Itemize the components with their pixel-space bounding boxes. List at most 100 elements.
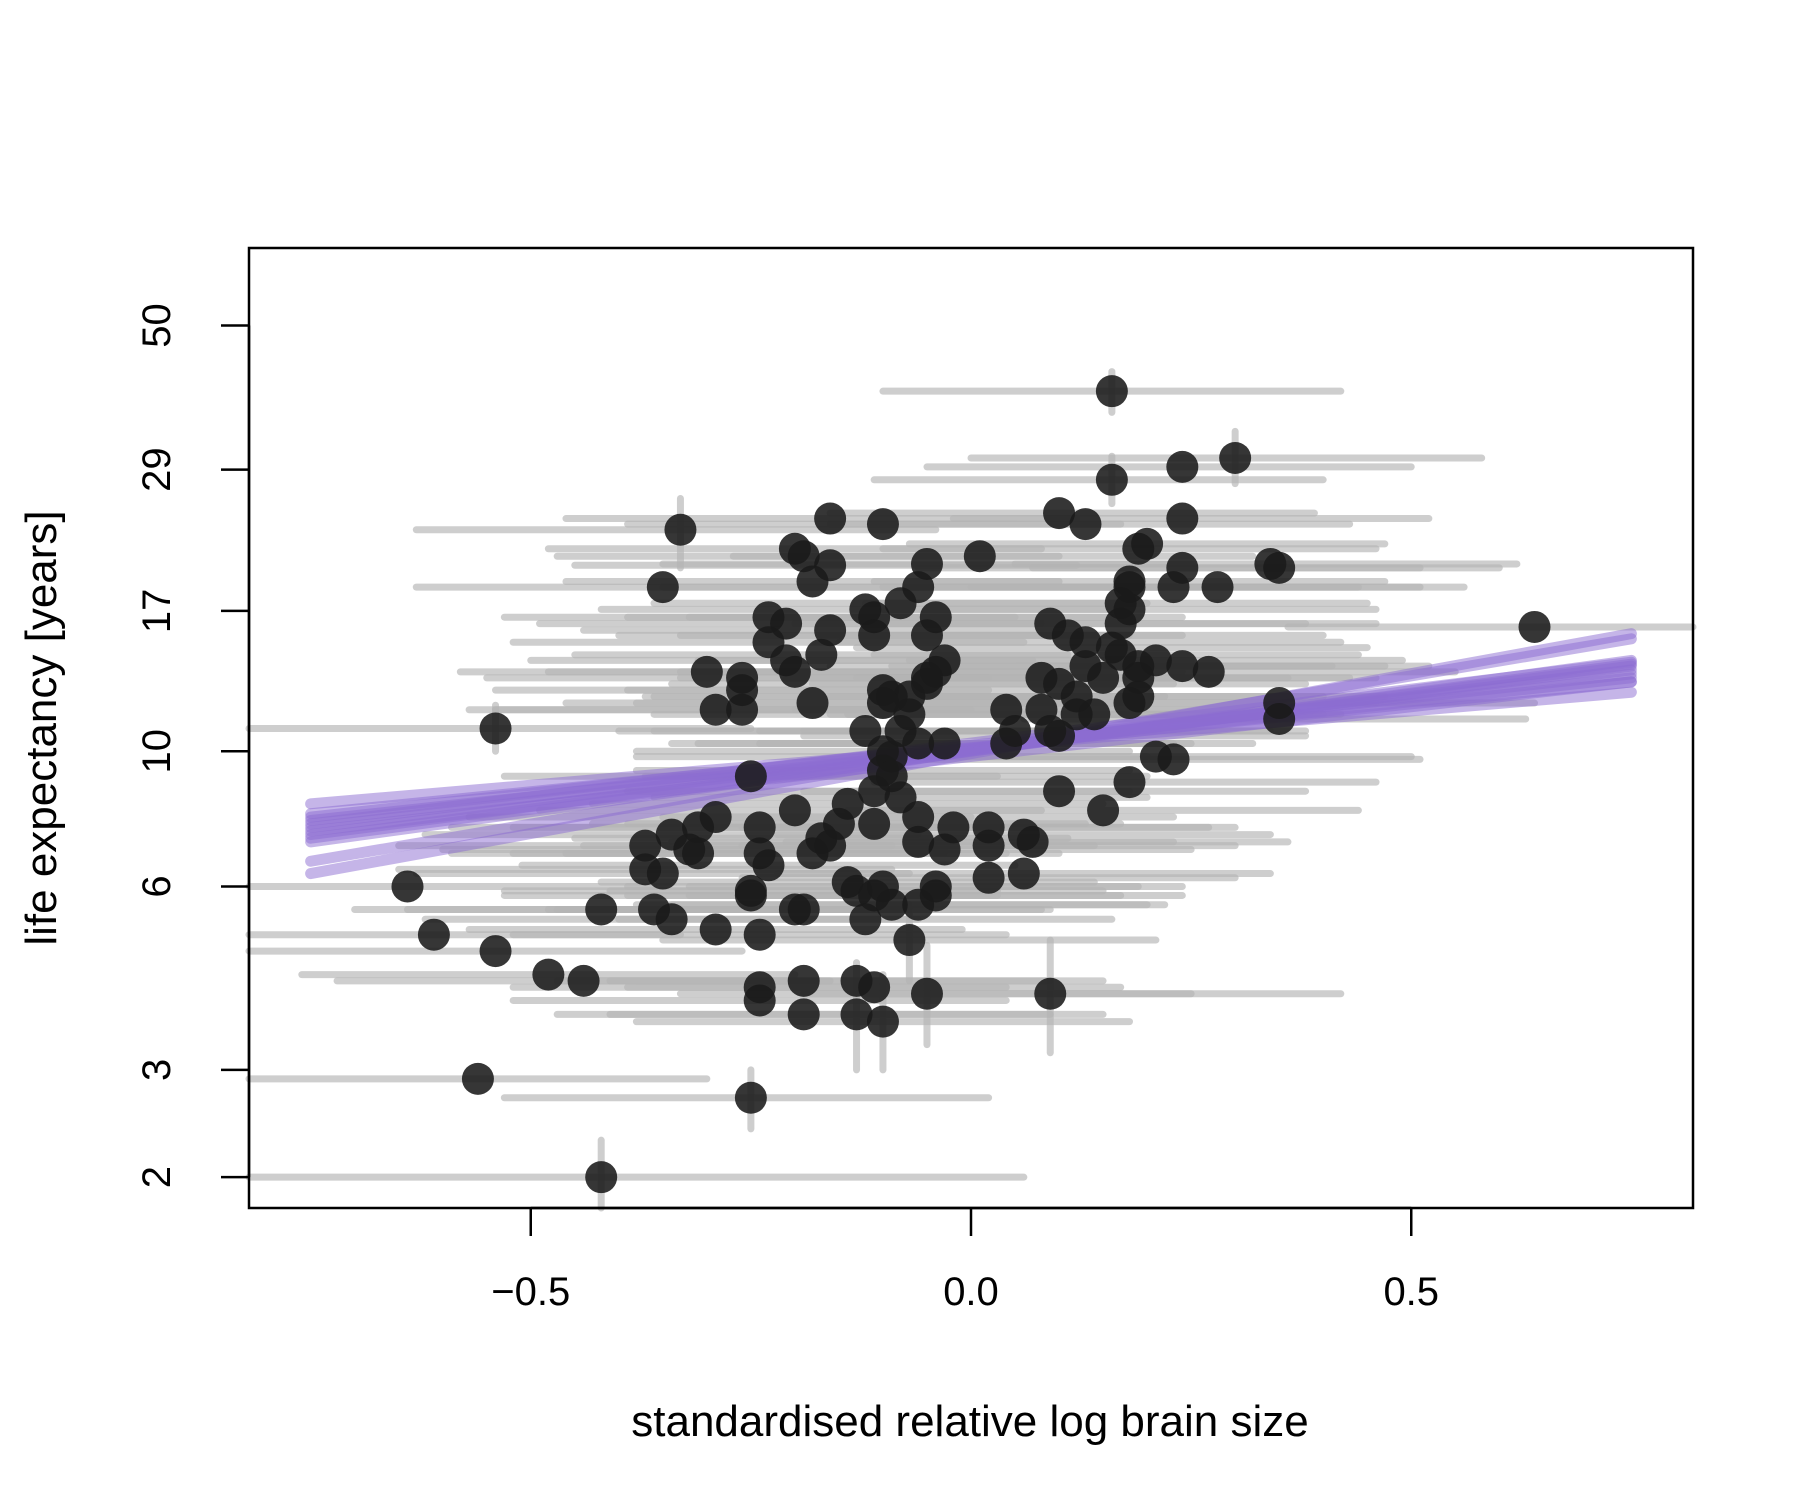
data-point — [1043, 775, 1076, 808]
data-point — [743, 918, 776, 951]
data-point — [682, 837, 715, 870]
data-point — [1122, 532, 1155, 565]
y-tick-label: 10 — [135, 729, 179, 774]
data-point — [1007, 857, 1040, 890]
data-point — [893, 924, 926, 957]
data-point — [417, 918, 450, 951]
data-point — [866, 1005, 899, 1038]
data-point — [743, 984, 776, 1017]
data-point — [699, 913, 732, 946]
data-point — [734, 879, 767, 912]
data-point — [1263, 702, 1296, 735]
data-point — [849, 903, 882, 936]
data-point — [858, 971, 891, 1004]
data-points — [391, 375, 1551, 1194]
data-point — [646, 857, 679, 890]
regression-line — [305, 658, 1637, 844]
data-point — [972, 829, 1005, 862]
data-point — [1034, 977, 1067, 1010]
y-axis-title: life expectancy [years] — [17, 510, 66, 945]
y-tick-label: 6 — [135, 875, 179, 897]
data-point — [743, 811, 776, 844]
data-point — [778, 655, 811, 688]
x-axis: −0.5 0.0 0.5 — [491, 1206, 1439, 1314]
data-point — [796, 687, 829, 720]
data-point — [814, 502, 847, 535]
y-axis: 2 3 6 10 17 29 50 — [135, 303, 251, 1188]
data-point — [928, 833, 961, 866]
data-point — [858, 619, 891, 652]
data-point — [1219, 441, 1252, 474]
data-point — [902, 727, 935, 760]
data-point — [391, 870, 424, 903]
data-point — [778, 794, 811, 827]
data-point — [1192, 655, 1225, 688]
data-point — [699, 693, 732, 726]
data-point — [866, 687, 899, 720]
data-point — [1043, 497, 1076, 530]
data-point — [1113, 687, 1146, 720]
data-point — [461, 1062, 494, 1095]
data-point — [814, 614, 847, 647]
y-tick-label: 17 — [135, 589, 179, 634]
y-tick-label: 29 — [135, 447, 179, 492]
regression-lines — [305, 628, 1637, 880]
y-tick-label: 50 — [135, 303, 179, 348]
y-tick-label: 2 — [135, 1166, 179, 1188]
data-point — [787, 964, 820, 997]
data-point — [479, 712, 512, 745]
data-point — [1069, 626, 1102, 659]
data-point — [1263, 551, 1296, 584]
data-point — [567, 964, 600, 997]
data-point — [726, 693, 759, 726]
data-point — [787, 998, 820, 1031]
data-point — [884, 587, 917, 620]
data-point — [1095, 375, 1128, 408]
data-point — [796, 837, 829, 870]
data-point — [1166, 650, 1199, 683]
data-point — [1113, 766, 1146, 799]
data-point — [664, 513, 697, 546]
data-point — [1201, 571, 1234, 604]
data-point — [1095, 463, 1128, 496]
data-point — [734, 1081, 767, 1114]
data-point — [1518, 610, 1551, 643]
data-point — [840, 998, 873, 1031]
data-point — [479, 935, 512, 968]
data-point — [963, 540, 996, 573]
data-point — [1166, 450, 1199, 483]
data-point — [796, 565, 829, 598]
data-point — [585, 1161, 618, 1194]
data-point — [866, 508, 899, 541]
data-point — [1087, 661, 1120, 694]
data-point — [646, 571, 679, 604]
data-point — [752, 849, 785, 882]
data-point — [1087, 794, 1120, 827]
x-tick-label: 0.0 — [943, 1270, 999, 1314]
data-point — [629, 829, 662, 862]
data-point — [1157, 571, 1190, 604]
data-point — [734, 760, 767, 793]
data-point — [585, 893, 618, 926]
data-point — [1069, 508, 1102, 541]
y-tick-label: 3 — [135, 1059, 179, 1081]
data-point — [902, 825, 935, 858]
data-point — [858, 775, 891, 808]
x-tick-label: 0.5 — [1383, 1270, 1439, 1314]
data-point — [690, 655, 723, 688]
data-point — [1043, 719, 1076, 752]
data-point — [928, 727, 961, 760]
x-tick-label: −0.5 — [491, 1270, 570, 1314]
data-point — [902, 801, 935, 834]
data-point — [902, 888, 935, 921]
data-point — [990, 727, 1023, 760]
data-point — [1166, 502, 1199, 535]
data-point — [787, 893, 820, 926]
x-axis-title: standardised relative log brain size — [631, 1397, 1309, 1446]
data-point — [858, 807, 891, 840]
data-point — [1016, 825, 1049, 858]
data-point — [655, 903, 688, 936]
data-point — [1078, 698, 1111, 731]
data-point — [532, 958, 565, 991]
